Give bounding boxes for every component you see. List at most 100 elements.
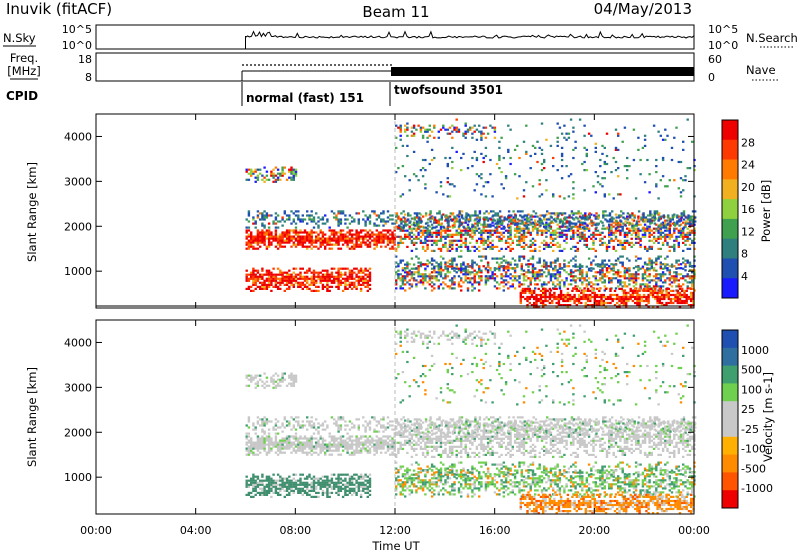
power-cell: [578, 273, 582, 276]
power-cell: [500, 215, 503, 218]
velocity-cell: [272, 445, 275, 448]
power-cell: [630, 237, 633, 240]
power-cell: [272, 273, 275, 276]
power-cell: [444, 263, 447, 266]
power-cell: [292, 168, 295, 171]
power-cell: [559, 293, 563, 297]
power-cell: [272, 285, 275, 288]
power-cell: [382, 235, 385, 238]
power-cell: [581, 231, 584, 234]
power-cell: [676, 301, 679, 305]
velocity-cell: [292, 435, 295, 438]
power-cell: [560, 225, 564, 228]
power-cell: [608, 223, 611, 226]
power-cell: [603, 160, 606, 164]
power-cell: [397, 269, 400, 272]
power-cell: [312, 218, 316, 221]
power-cell: [373, 210, 376, 213]
power-cell: [402, 226, 405, 229]
power-cell: [629, 297, 632, 301]
velocity-cell: [294, 445, 298, 448]
power-cell: [652, 285, 656, 288]
power-cell: [665, 291, 668, 294]
velocity-cell: [265, 437, 269, 440]
power-cell: [306, 231, 309, 234]
power-cell: [617, 273, 620, 276]
power-cell: [469, 281, 472, 284]
velocity-cell: [310, 445, 313, 448]
power-cell: [601, 259, 604, 262]
power-cell: [616, 293, 619, 297]
power-cell: [400, 220, 403, 223]
power-cell: [473, 124, 476, 127]
power-cell: [418, 220, 421, 223]
power-cell: [522, 255, 526, 258]
power-cell: [256, 229, 260, 232]
power-cell: [399, 138, 402, 141]
power-cell: [675, 289, 678, 292]
power-cell: [638, 304, 641, 307]
power-cell: [519, 301, 522, 305]
power-cell: [408, 237, 411, 240]
power-cell: [466, 128, 470, 131]
power-cell: [404, 217, 407, 220]
power-cell: [428, 213, 431, 216]
power-cell: [475, 217, 479, 220]
power-cell: [528, 291, 531, 294]
power-cell: [617, 214, 621, 217]
power-cell: [666, 134, 669, 137]
power-cell: [482, 243, 485, 246]
power-cell: [685, 301, 688, 305]
power-cell: [558, 221, 562, 224]
power-cell: [641, 146, 645, 149]
power-cell: [317, 273, 320, 276]
velocity-cell: [319, 449, 322, 452]
power-cell: [636, 304, 639, 307]
power-cell: [424, 249, 427, 252]
power-cell: [645, 287, 648, 290]
power-cell: [669, 293, 673, 297]
power-cell: [384, 245, 387, 248]
power-cell: [673, 227, 676, 230]
power-cell: [611, 293, 614, 297]
power-cell: [631, 222, 634, 225]
power-cell: [401, 227, 405, 230]
power-cell: [599, 165, 602, 168]
power-cell: [675, 267, 678, 270]
power-cell: [683, 295, 686, 299]
power-cell: [581, 217, 584, 220]
power-cell: [433, 277, 436, 280]
velocity-cell: [245, 437, 248, 440]
power-cell: [308, 245, 311, 248]
power-cell: [543, 215, 546, 218]
velocity-cell: [355, 441, 358, 444]
power-cell: [528, 301, 531, 305]
power-cell: [276, 168, 280, 171]
power-cell: [446, 249, 449, 252]
power-cell: [424, 130, 427, 133]
power-cell: [357, 233, 360, 236]
power-cell: [518, 219, 521, 222]
power-cell: [634, 273, 638, 276]
power-cell: [478, 216, 482, 219]
power-cell: [548, 287, 552, 290]
power-cell: [636, 297, 639, 301]
power-cell: [270, 277, 273, 280]
power-cell: [283, 289, 286, 292]
power-cell: [417, 275, 420, 278]
power-cell: [498, 239, 501, 242]
power-cell: [686, 275, 689, 278]
power-cell: [281, 279, 284, 282]
power-cell: [498, 237, 501, 240]
power-cell: [250, 235, 253, 238]
velocity-cell: [261, 437, 264, 440]
power-cell: [366, 218, 369, 221]
power-cell: [531, 273, 535, 276]
power-cell: [330, 210, 334, 213]
power-cell: [377, 233, 381, 236]
power-cell: [283, 275, 286, 278]
power-cell: [598, 295, 601, 299]
power-cell: [348, 233, 352, 236]
power-cell: [267, 237, 271, 240]
power-cell: [426, 247, 429, 250]
